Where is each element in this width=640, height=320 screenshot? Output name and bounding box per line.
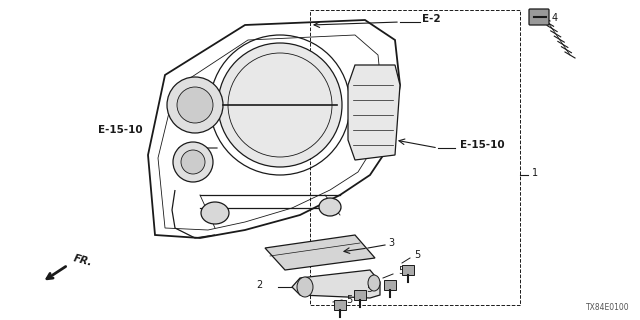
Text: 5: 5 <box>398 266 404 276</box>
Circle shape <box>173 142 213 182</box>
Text: E-15-10: E-15-10 <box>98 125 143 135</box>
Text: TX84E0100: TX84E0100 <box>586 303 630 312</box>
Text: 5: 5 <box>414 250 420 260</box>
Text: 5: 5 <box>366 284 372 294</box>
Circle shape <box>177 87 213 123</box>
Text: 2: 2 <box>256 280 262 290</box>
Text: E-2: E-2 <box>422 14 440 24</box>
Circle shape <box>167 77 223 133</box>
Polygon shape <box>292 270 380 298</box>
Bar <box>310 10 520 305</box>
FancyBboxPatch shape <box>529 9 549 25</box>
Circle shape <box>181 150 205 174</box>
Ellipse shape <box>201 202 229 224</box>
Bar <box>384 280 396 290</box>
Text: 5: 5 <box>346 295 352 305</box>
Text: FR.: FR. <box>72 254 93 268</box>
Ellipse shape <box>297 277 313 297</box>
Text: 3: 3 <box>388 238 394 248</box>
Text: 1: 1 <box>532 168 538 178</box>
Polygon shape <box>265 235 375 270</box>
Bar <box>354 290 366 300</box>
Text: 4: 4 <box>552 13 558 23</box>
Circle shape <box>218 43 342 167</box>
Polygon shape <box>348 65 400 160</box>
Ellipse shape <box>368 275 380 291</box>
Text: E-15-10: E-15-10 <box>460 140 504 150</box>
Bar <box>402 265 414 275</box>
Ellipse shape <box>319 198 341 216</box>
Bar <box>334 300 346 310</box>
